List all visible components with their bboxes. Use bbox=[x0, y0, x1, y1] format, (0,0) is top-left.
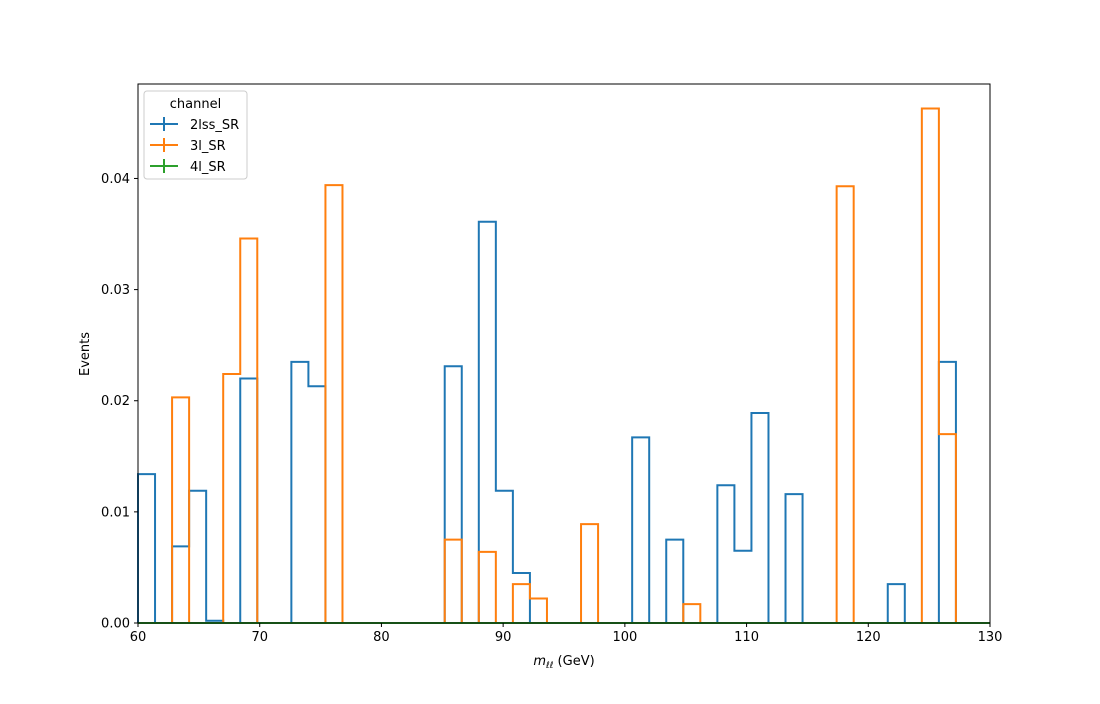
x-axis: 60 70 80 90 100 110 120 130 bbox=[130, 623, 1003, 645]
legend-entry-4l-sr: 4l_SR bbox=[150, 159, 226, 175]
y-axis-label: Events bbox=[78, 332, 93, 376]
x-axis-label-unit: (GeV) bbox=[553, 654, 594, 669]
x-tick-label: 60 bbox=[130, 630, 147, 645]
x-axis-label-subscript: ℓℓ bbox=[545, 661, 553, 671]
x-tick-label: 70 bbox=[251, 630, 268, 645]
legend-entry-2lss-sr: 2lss_SR bbox=[150, 117, 239, 133]
y-tick-label: 0.03 bbox=[101, 283, 130, 298]
legend-label-3l-sr: 3l_SR bbox=[190, 139, 226, 154]
x-tick-label: 100 bbox=[612, 630, 637, 645]
x-tick-label: 120 bbox=[856, 630, 881, 645]
legend-title: channel bbox=[170, 97, 221, 112]
legend-label-4l-sr: 4l_SR bbox=[190, 160, 226, 175]
legend: channel 2lss_SR 3l_SR 4l_SR bbox=[143, 90, 248, 180]
y-axis: 0.00 0.01 0.02 0.03 0.04 bbox=[101, 172, 138, 632]
plot-frame bbox=[137, 83, 991, 624]
legend-entry-3l-sr: 3l_SR bbox=[150, 138, 226, 154]
x-tick-label: 110 bbox=[734, 630, 759, 645]
y-tick-label: 0.04 bbox=[101, 172, 130, 187]
x-tick-label: 90 bbox=[495, 630, 512, 645]
y-tick-label: 0.01 bbox=[101, 505, 130, 520]
y-tick-label: 0.02 bbox=[101, 394, 130, 409]
legend-label-2lss-sr: 2lss_SR bbox=[190, 118, 239, 133]
x-axis-label-variable: m bbox=[533, 654, 546, 669]
plot-area-background bbox=[138, 84, 990, 623]
x-tick-label: 130 bbox=[978, 630, 1003, 645]
y-tick-label: 0.00 bbox=[101, 617, 130, 632]
x-axis-label: mℓℓ (GeV) bbox=[533, 654, 594, 671]
legend-frame bbox=[143, 90, 248, 180]
x-tick-label: 80 bbox=[373, 630, 390, 645]
legend-entries: 2lss_SR 3l_SR 4l_SR bbox=[150, 117, 239, 175]
